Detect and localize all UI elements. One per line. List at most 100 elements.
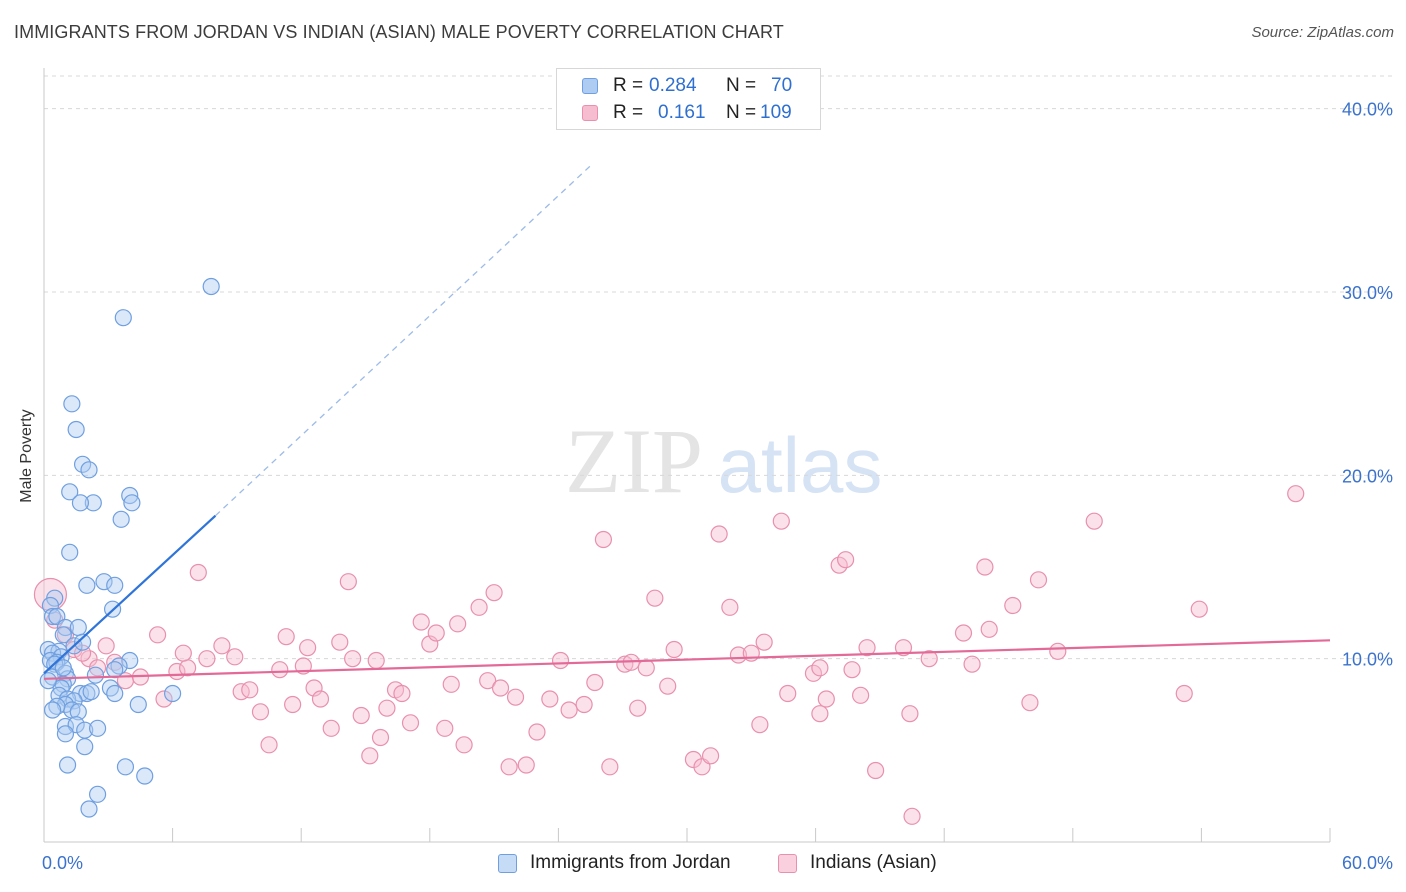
point-indians-asian: [442, 675, 460, 693]
legend-n-label: N =: [726, 102, 757, 123]
point-indians-asian: [1004, 596, 1022, 615]
legend-swatch-blue: [582, 78, 598, 94]
point-indians-asian: [586, 673, 604, 692]
point-immigrants-jordan: [88, 785, 107, 803]
point-immigrants-jordan: [56, 725, 75, 743]
point-immigrants-jordan: [164, 684, 182, 703]
point-immigrants-jordan: [39, 672, 57, 690]
point-indians-asian: [858, 639, 876, 657]
point-indians-asian: [174, 644, 192, 662]
point-indians-asian: [920, 650, 938, 668]
point-indians-asian: [867, 761, 885, 780]
point-indians-asian: [976, 558, 994, 576]
point-indians-asian: [601, 758, 619, 776]
legend-r-label: R =: [613, 75, 644, 96]
point-indians-asian: [701, 747, 720, 765]
point-immigrants-jordan: [67, 420, 85, 439]
point-indians-asian: [393, 684, 411, 703]
point-indians-asian: [528, 723, 546, 741]
point-indians-asian: [344, 650, 362, 668]
point-indians-asian: [378, 699, 396, 717]
series-indians-asian: [33, 485, 1305, 825]
point-indians-asian: [352, 706, 370, 725]
point-indians-asian: [284, 695, 302, 714]
legend-r-label: R =: [613, 102, 644, 123]
point-indians-asian: [811, 705, 829, 723]
point-indians-asian: [500, 758, 518, 776]
point-indians-asian: [241, 681, 259, 699]
point-immigrants-jordan: [58, 756, 77, 774]
point-indians-asian: [305, 679, 323, 697]
point-immigrants-jordan: [43, 607, 62, 626]
point-indians-asian: [659, 677, 677, 695]
point-indians-asian: [1049, 642, 1067, 660]
point-immigrants-jordan: [136, 767, 154, 785]
trend-line-jordan-extrapolated: [215, 163, 594, 517]
point-indians-asian: [954, 624, 973, 642]
point-immigrants-jordan: [86, 666, 105, 684]
point-indians-asian: [710, 525, 728, 543]
point-indians-asian: [491, 679, 510, 697]
point-indians-asian: [575, 695, 593, 714]
point-indians-asian: [779, 684, 797, 703]
point-indians-asian: [251, 703, 270, 721]
point-indians-asian: [485, 584, 503, 602]
point-indians-asian: [811, 659, 829, 677]
point-immigrants-jordan: [71, 494, 90, 512]
point-immigrants-jordan: [69, 618, 87, 637]
point-indians-asian: [817, 690, 835, 708]
point-indians-asian: [772, 512, 790, 530]
legend-r-value: 0.161: [658, 102, 706, 123]
legend-label-jordan: Immigrants from Jordan: [530, 852, 731, 873]
point-indians-asian: [299, 639, 317, 657]
point-indians-asian: [367, 651, 385, 670]
point-indians-asian: [721, 598, 739, 616]
point-indians-asian: [616, 655, 634, 673]
legend-r-value: 0.284: [649, 75, 697, 96]
point-indians-asian: [260, 736, 278, 754]
point-immigrants-jordan: [88, 719, 107, 737]
point-indians-asian: [755, 633, 773, 651]
point-indians-asian: [1029, 571, 1048, 589]
point-indians-asian: [903, 807, 921, 825]
point-indians-asian: [629, 699, 647, 717]
point-immigrants-jordan: [41, 596, 60, 615]
point-indians-asian: [148, 626, 167, 644]
point-immigrants-jordan: [63, 395, 81, 413]
point-indians-asian: [901, 705, 919, 723]
point-indians-asian: [97, 637, 115, 655]
point-indians-asian: [894, 639, 913, 657]
x-tick-label: 0.0%: [42, 853, 83, 873]
point-indians-asian: [189, 563, 207, 582]
point-indians-asian: [339, 573, 357, 591]
point-immigrants-jordan: [80, 461, 98, 479]
chart-title: IMMIGRANTS FROM JORDAN VS INDIAN (ASIAN)…: [14, 22, 784, 42]
point-indians-asian: [1175, 684, 1193, 703]
point-indians-asian: [837, 551, 855, 569]
tick-labels: 10.0% 20.0% 30.0% 40.0% 0.0% 60.0%: [42, 100, 1393, 873]
point-indians-asian: [637, 659, 655, 677]
point-indians-asian: [646, 589, 664, 607]
point-indians-asian: [665, 640, 683, 659]
point-immigrants-jordan: [80, 800, 98, 818]
y-tick-label: 10.0%: [1342, 650, 1393, 670]
point-immigrants-jordan: [69, 703, 87, 721]
point-immigrants-jordan: [56, 717, 75, 736]
point-indians-asian: [198, 650, 216, 668]
point-immigrants-jordan: [95, 573, 113, 591]
point-indians-asian: [213, 637, 231, 655]
point-immigrants-jordan: [112, 510, 130, 528]
series-immigrants-jordan: [39, 277, 220, 818]
point-indians-asian: [421, 635, 439, 653]
point-immigrants-jordan: [76, 738, 94, 756]
point-indians-asian: [751, 716, 769, 734]
point-indians-asian: [277, 628, 295, 646]
point-immigrants-jordan: [106, 661, 124, 679]
point-immigrants-jordan: [121, 651, 139, 670]
point-immigrants-jordan: [84, 494, 102, 512]
point-indians-asian: [1085, 512, 1103, 530]
point-immigrants-jordan: [202, 277, 220, 296]
point-immigrants-jordan: [82, 683, 100, 701]
point-indians-asian: [1190, 600, 1208, 618]
